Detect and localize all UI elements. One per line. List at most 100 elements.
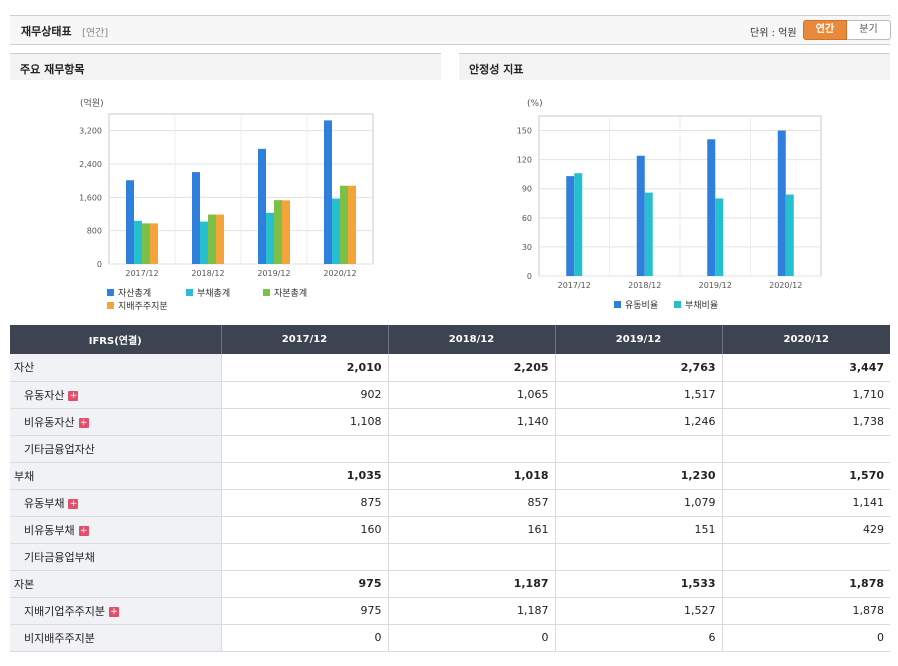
section-header: 재무상태표 [연간] 단위 : 억원 연간 분기	[10, 15, 891, 45]
value-cell: 2,205	[388, 354, 556, 382]
legend-label: 유동비율	[625, 300, 658, 311]
bar	[777, 130, 786, 276]
row-label-cell: 비지배주주지분	[10, 624, 222, 652]
value-cell: 1,108	[221, 408, 389, 436]
value-cell: 1,187	[388, 597, 556, 625]
value-cell: 0	[388, 624, 556, 652]
value-cell: 1,079	[555, 489, 723, 517]
bar	[208, 214, 216, 264]
table-header-year: 2020/12	[722, 325, 890, 354]
bar	[644, 192, 653, 276]
stability-title: 안정성 지표	[459, 53, 890, 80]
value-cell: 1,140	[388, 408, 556, 436]
table-row: 비유동자산 +1,108 1,140 1,246 1,738	[10, 408, 890, 436]
value-cell: 902	[221, 381, 389, 409]
y-tick-label: 0	[97, 260, 102, 269]
bar	[574, 173, 583, 276]
y-tick-label: 60	[522, 214, 532, 223]
value-cell: 429	[722, 516, 890, 544]
bar	[707, 139, 716, 276]
y-tick-label: 1,600	[79, 193, 102, 202]
legend-swatch	[107, 302, 114, 309]
row-label: 비지배주주지분	[24, 631, 95, 645]
legend-label: 부채총계	[197, 287, 230, 299]
legend-swatch	[186, 289, 193, 296]
expand-icon[interactable]: +	[78, 417, 89, 428]
value-cell: 857	[388, 489, 556, 517]
legend-swatch	[674, 301, 681, 308]
table-header-label: IFRS(연결)	[10, 325, 222, 354]
bar	[266, 212, 274, 264]
table-row: 기타금융업자산	[10, 435, 890, 463]
legend-label: 부채비율	[685, 300, 718, 311]
bar	[258, 148, 266, 264]
row-label-cell: 지배기업주주지분 +	[10, 597, 222, 625]
value-cell: 1,065	[388, 381, 556, 409]
x-tick-label: 2020/12	[323, 269, 356, 278]
value-cell: 0	[221, 624, 389, 652]
table-header-year: 2017/12	[221, 325, 389, 354]
y-tick-label: 800	[87, 227, 102, 236]
y-tick-label: 150	[517, 127, 532, 136]
expand-icon[interactable]: +	[68, 498, 79, 509]
x-tick-label: 2019/12	[257, 269, 290, 278]
value-cell: 151	[555, 516, 723, 544]
table-row: 비지배주주지분 0 0 6 0	[10, 624, 890, 652]
period-label: [연간]	[82, 28, 109, 39]
expand-icon[interactable]: +	[78, 525, 89, 536]
row-label: 비유동자산	[24, 415, 75, 429]
value-cell: 1,878	[722, 597, 890, 625]
stability-chart: 0 30 60 90 120 150 (%) 2017/12 2018/12 2019/12 202…	[517, 99, 822, 311]
row-label-cell: 자산	[10, 354, 222, 382]
value-cell: 1,035	[221, 462, 389, 490]
bar	[216, 214, 224, 264]
bar	[636, 155, 645, 276]
x-tick-label: 2018/12	[191, 269, 224, 278]
y-tick-label: 0	[527, 272, 532, 281]
legend-label: 자본총계	[274, 287, 307, 299]
quarter-button[interactable]: 분기	[847, 20, 891, 40]
value-cell: 161	[388, 516, 556, 544]
stability-panel: 안정성 지표 0 30 60 90 120 150 (%) 2017/12 2018/12 201…	[459, 53, 890, 321]
x-tick-label: 2017/12	[125, 269, 158, 278]
bar	[150, 223, 158, 264]
bar	[126, 180, 134, 264]
expand-icon[interactable]: +	[108, 606, 119, 617]
row-label: 자본	[14, 577, 35, 591]
value-cell: 1,878	[722, 570, 890, 598]
value-cell: 1,533	[555, 570, 723, 598]
value-cell: 1,710	[722, 381, 890, 409]
value-cell: 6	[555, 624, 723, 652]
row-label-cell: 비유동자산 +	[10, 408, 222, 436]
row-label-cell: 자본	[10, 570, 222, 598]
expand-icon[interactable]: +	[68, 390, 79, 401]
value-cell: 975	[221, 570, 389, 598]
table-header-row: IFRS(연결) 2017/12 2018/12 2019/12 2020/12	[10, 325, 890, 354]
value-cell: 0	[722, 624, 890, 652]
annual-button[interactable]: 연간	[803, 20, 847, 40]
legend-label: 자산총계	[118, 287, 151, 299]
row-label-cell: 기타금융업자산	[10, 435, 222, 463]
value-cell: 1,527	[555, 597, 723, 625]
financial-items-panel: 주요 재무항목 0 800 1,600 2,400 3,200 (억원) 2017/12 20…	[10, 53, 441, 321]
bar	[324, 120, 332, 264]
row-label: 유동자산	[24, 388, 65, 402]
legend-swatch	[263, 289, 270, 296]
bar	[200, 221, 208, 264]
row-label: 자산	[14, 361, 35, 375]
value-cell: 160	[221, 516, 389, 544]
value-cell	[221, 435, 389, 463]
value-cell: 1,738	[722, 408, 890, 436]
row-label-cell: 비유동부채 +	[10, 516, 222, 544]
y-axis-label: (억원)	[80, 97, 104, 109]
y-tick-label: 30	[522, 243, 532, 252]
y-tick-label: 120	[517, 156, 532, 165]
value-cell: 1,141	[722, 489, 890, 517]
y-tick-label: 90	[522, 185, 532, 194]
row-label-cell: 부채	[10, 462, 222, 490]
y-tick-label: 3,200	[79, 127, 102, 136]
bar	[282, 200, 290, 264]
bar	[785, 194, 794, 276]
x-tick-label: 2019/12	[699, 281, 732, 290]
value-cell: 1,517	[555, 381, 723, 409]
